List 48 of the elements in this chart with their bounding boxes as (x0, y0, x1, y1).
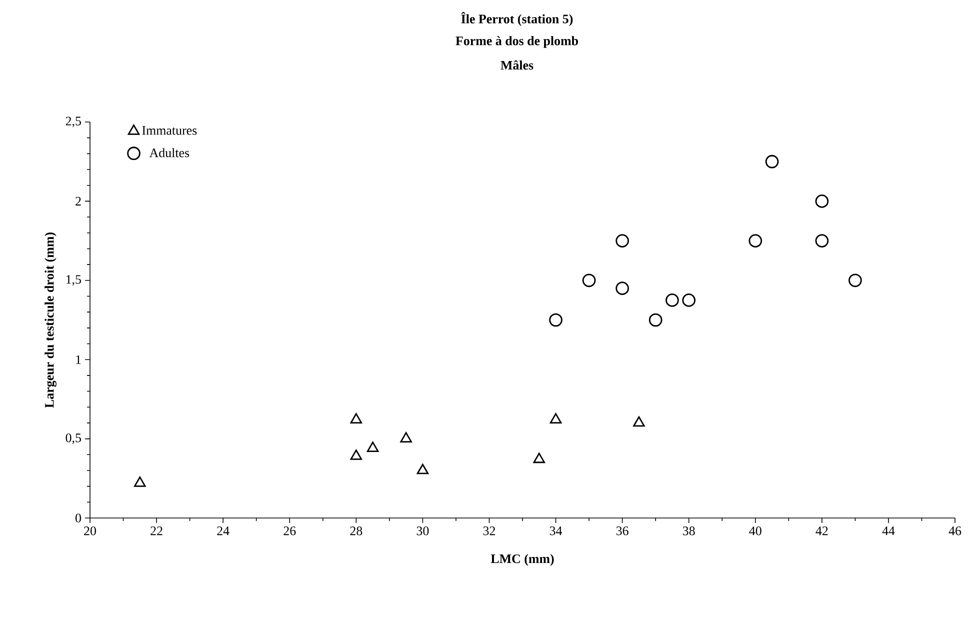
point (815, 194, 829, 208)
x-tick-label: 24 (217, 526, 230, 536)
point (582, 274, 596, 288)
point (815, 234, 829, 248)
x-tick-label: 38 (683, 526, 695, 536)
x-tick-label: 22 (150, 526, 162, 536)
x-tick-label: 32 (483, 526, 495, 536)
point (616, 282, 629, 295)
point (350, 450, 362, 460)
point (648, 313, 662, 327)
point (416, 464, 429, 474)
point (682, 294, 696, 307)
x-tick-label: 44 (882, 526, 895, 536)
legend-label: Immatures (142, 126, 197, 135)
point (549, 313, 562, 327)
point (366, 442, 379, 452)
point (400, 432, 412, 442)
point (550, 413, 562, 424)
point (350, 413, 362, 424)
y-tick-label: 0 (76, 514, 82, 522)
x-tick-label: 34 (550, 526, 562, 536)
y-tick-label: 1,5 (66, 275, 81, 286)
point (748, 234, 762, 248)
x-tick-label: 42 (816, 526, 828, 536)
y-tick-label: 2 (76, 196, 81, 206)
legend-label: Adultes (149, 148, 190, 158)
point (616, 234, 629, 248)
x-axis-title: LMC (mm) (490, 554, 554, 566)
y-tick-label: 1 (76, 355, 81, 364)
chart-subtitle: Forme à dos de plomb (456, 36, 578, 48)
point (765, 154, 779, 168)
x-tick-label: 46 (948, 526, 962, 536)
point (533, 452, 546, 464)
x-tick-label: 40 (749, 526, 762, 536)
point (633, 416, 645, 427)
x-tick-label: 28 (350, 526, 362, 536)
chart-title: Île Perrot (station 5) (461, 12, 573, 26)
point (848, 274, 862, 288)
x-tick-label: 30 (416, 526, 429, 536)
point (666, 294, 679, 307)
point (134, 476, 146, 487)
y-axis-title: Largeur du testicule droit (mm) (44, 232, 56, 408)
text: Mâles (500, 60, 534, 70)
y-tick-label: 0,5 (66, 434, 81, 444)
x-tick-label: 26 (284, 526, 296, 536)
x-tick-label: 36 (616, 526, 628, 536)
x-tick-label: 20 (84, 526, 96, 536)
y-tick-label: 2,5 (66, 116, 81, 128)
